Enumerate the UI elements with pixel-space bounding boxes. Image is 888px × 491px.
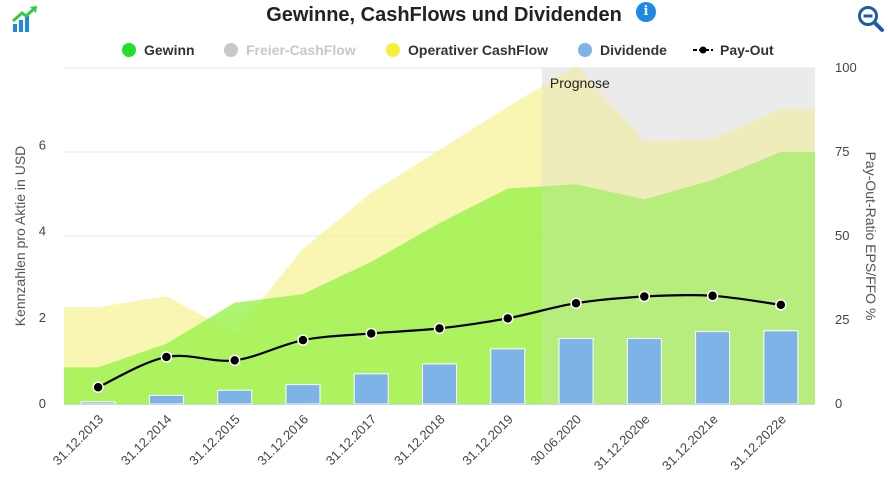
legend-dot — [122, 43, 136, 57]
payout-point — [228, 354, 241, 367]
dividend-bar — [695, 331, 731, 405]
y-right-tick-label: 100 — [835, 60, 857, 75]
legend-label: Freier-CashFlow — [246, 42, 356, 58]
dividend-bar — [558, 338, 594, 405]
payout-point — [433, 322, 446, 335]
x-tick-label: 31.12.2022e — [727, 412, 789, 474]
info-icon[interactable]: i — [636, 2, 656, 22]
payout-point — [502, 312, 514, 325]
y-axis-title-right: Pay-Out-Ratio EPS/FFO % — [863, 152, 879, 321]
legend-label: Gewinn — [144, 42, 195, 58]
legend-dot — [224, 43, 238, 57]
payout-point — [638, 290, 651, 303]
dividend-bar — [80, 401, 116, 405]
x-tick-label: 31.12.2016 — [254, 412, 311, 469]
dividend-bar — [148, 394, 184, 405]
legend-item-pay-out[interactable]: Pay-Out — [692, 42, 774, 58]
x-tick-label: 30.06.2020 — [528, 412, 585, 469]
x-tick-label: 31.12.2019 — [459, 412, 516, 469]
x-tick-label: 31.12.2015 — [186, 412, 243, 469]
chart-title: Gewinne, CashFlows und Dividenden — [266, 4, 622, 26]
zoom-out-icon[interactable] — [856, 4, 886, 34]
x-tick-label: 31.12.2020e — [591, 412, 653, 474]
x-tick-label: 31.12.2018 — [391, 412, 448, 469]
payout-point — [706, 290, 719, 302]
legend-dot — [386, 43, 400, 57]
x-tick-label: 31.12.2017 — [323, 412, 380, 469]
legend-line-marker — [693, 46, 713, 54]
y-right-tick-label: 75 — [835, 144, 849, 159]
y-tick-label: 6 — [39, 138, 46, 153]
payout-point — [92, 381, 104, 393]
y-tick-label: 0 — [39, 396, 46, 411]
forecast-label: Prognose — [550, 75, 610, 91]
dividend-bar — [763, 330, 799, 405]
dividend-bar — [422, 363, 457, 405]
legend-label: Operativer CashFlow — [408, 42, 549, 58]
y-tick-label: 2 — [39, 310, 46, 325]
legend-label: Dividende — [600, 42, 667, 58]
dividend-bar — [626, 338, 662, 405]
y-axis-title-left: Kennzahlen pro Aktie in USD — [12, 146, 28, 327]
legend-item-gewinn[interactable]: Gewinn — [122, 42, 195, 58]
y-right-tick-label: 0 — [835, 396, 842, 411]
y-tick-label: 4 — [39, 224, 46, 239]
payout-point — [570, 297, 582, 309]
legend-item-operativer-cashflow[interactable]: Operativer CashFlow — [386, 42, 548, 58]
x-tick-label: 31.12.2021e — [659, 412, 721, 474]
legend-dot — [578, 43, 592, 57]
x-tick-label: 31.12.2013 — [50, 412, 107, 469]
legend: Gewinn Freier-CashFlow Operativer CashFlow… — [0, 42, 888, 62]
x-tick-label: 31.12.2014 — [118, 412, 175, 469]
dividend-bar — [353, 373, 389, 405]
legend-item-freier-cashflow[interactable]: Freier-CashFlow — [224, 42, 356, 58]
payout-point — [365, 327, 377, 340]
dividend-bar — [217, 389, 253, 405]
dividend-bar — [490, 348, 526, 405]
dividend-bar — [285, 384, 321, 405]
y-right-tick-label: 25 — [835, 312, 849, 327]
payout-point — [160, 351, 173, 363]
payout-point — [297, 334, 309, 346]
y-right-tick-label: 50 — [835, 228, 849, 243]
legend-item-dividende[interactable]: Dividende — [578, 42, 667, 58]
legend-label: Pay-Out — [720, 42, 774, 58]
chart-growth-icon[interactable] — [10, 4, 40, 34]
payout-line — [92, 290, 787, 393]
payout-point — [775, 299, 787, 311]
